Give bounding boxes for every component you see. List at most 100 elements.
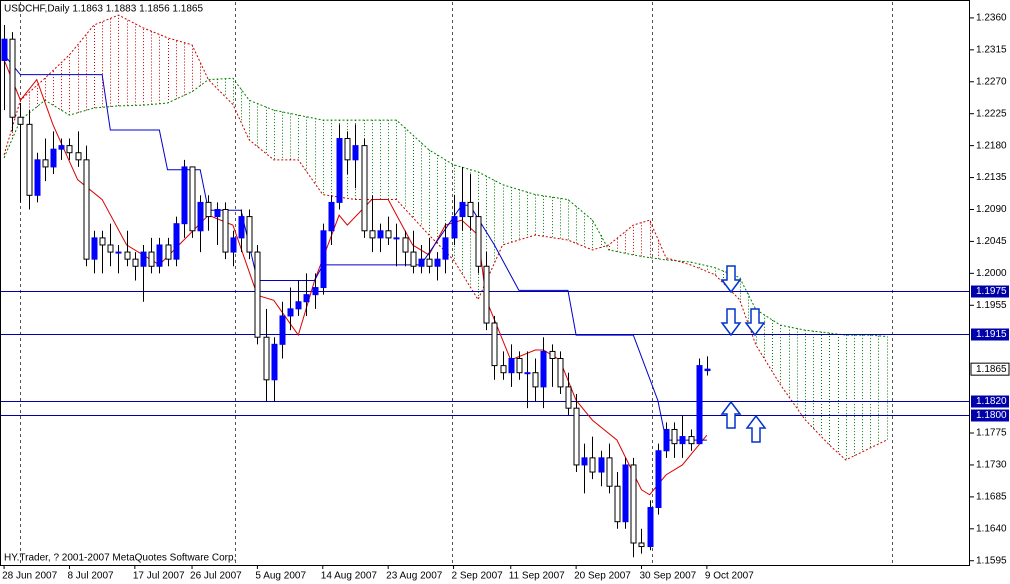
y-tick-label: 1.2315 xyxy=(976,44,1007,55)
x-tick-label: 9 Oct 2007 xyxy=(705,571,754,582)
candle-body xyxy=(459,201,466,218)
candle-body xyxy=(377,230,384,239)
candle-body xyxy=(9,38,16,118)
candle-body xyxy=(328,201,335,232)
x-tick-label: 11 Sep 2007 xyxy=(509,571,565,582)
chart-title: USDCHF,Daily 1.1863 1.1883 1.1856 1.1865 xyxy=(4,4,203,15)
up-arrow xyxy=(720,400,742,429)
candle-body xyxy=(26,123,33,196)
candle-body xyxy=(344,138,351,161)
candle-body xyxy=(287,308,294,317)
candle-body xyxy=(42,159,49,168)
candle-body xyxy=(434,258,441,267)
candle-body xyxy=(663,428,670,452)
candle-body xyxy=(540,350,547,388)
price-label: 1.1865 xyxy=(976,364,1007,375)
level-label-box xyxy=(971,285,1009,298)
y-tick-label: 1.1595 xyxy=(976,555,1007,566)
candle-body xyxy=(679,436,686,445)
candle-body xyxy=(320,230,327,289)
candle-body xyxy=(573,407,580,466)
candle-body xyxy=(34,159,41,196)
candle-body xyxy=(312,287,319,296)
candle-body xyxy=(66,145,73,154)
x-tick-label: 20 Sep 2007 xyxy=(574,571,631,582)
candle-body xyxy=(557,358,564,388)
y-tick-label: 1.2270 xyxy=(976,76,1007,87)
y-tick-label: 1.1640 xyxy=(976,523,1007,534)
candle-body xyxy=(124,251,131,260)
candle-body xyxy=(165,244,172,260)
candle-body xyxy=(222,208,229,253)
level-label-box xyxy=(971,395,1009,408)
candle-body xyxy=(132,258,139,267)
y-tick-label: 1.1685 xyxy=(976,492,1007,503)
y-tick-label: 1.2180 xyxy=(976,140,1007,151)
candle-body xyxy=(295,301,302,310)
candle-body xyxy=(246,216,253,253)
down-arrow xyxy=(720,308,742,337)
candle-body xyxy=(156,244,163,267)
candle-body xyxy=(99,237,106,246)
candle-body xyxy=(271,343,278,381)
candle-body xyxy=(467,201,474,218)
plot-frame xyxy=(0,0,970,566)
candle-body xyxy=(361,145,368,232)
candle-body xyxy=(426,258,433,267)
y-tick-label: 1.1775 xyxy=(976,428,1007,439)
x-tick-label: 2 Sep 2007 xyxy=(452,571,504,582)
level-label-box xyxy=(971,328,1009,341)
footer: HY.Trader, ? 2001-2007 MetaQuotes Softwa… xyxy=(4,553,236,564)
down-arrow xyxy=(744,308,766,337)
x-tick-label: 17 Jul 2007 xyxy=(133,571,185,582)
y-tick-label: 1.1730 xyxy=(976,460,1007,471)
candle-body xyxy=(606,457,613,487)
price-label-box xyxy=(970,362,1010,376)
candle-body xyxy=(589,457,596,473)
candle-body xyxy=(402,237,409,253)
x-tick-label: 30 Sep 2007 xyxy=(639,571,696,582)
level-label-box xyxy=(971,409,1009,422)
candle-body xyxy=(91,237,98,260)
candle-body xyxy=(647,507,654,548)
candle-body xyxy=(565,386,572,409)
level-label: 1.1800 xyxy=(976,410,1007,421)
candle-body xyxy=(115,251,122,254)
indicator-line xyxy=(3,59,708,496)
down-arrow xyxy=(720,265,742,294)
y-tick-label: 1.2225 xyxy=(976,108,1007,119)
candle-body xyxy=(83,159,90,260)
candle-body xyxy=(696,365,703,445)
candle-body xyxy=(148,251,155,267)
y-tick-label: 1.2090 xyxy=(976,204,1007,215)
candle-body xyxy=(393,237,400,240)
candle-body xyxy=(410,251,417,267)
up-arrow xyxy=(745,414,767,443)
candle-body xyxy=(303,294,310,303)
arrows xyxy=(720,265,767,443)
candle-body xyxy=(655,450,662,509)
period-separators xyxy=(20,2,893,565)
axis-layer: 1.2360 1.2315 1.2270 1.2225 1.2180 1.2135 1.20… xyxy=(2,13,1010,582)
candle-body xyxy=(17,116,24,125)
candle-body xyxy=(500,365,507,374)
candle-body xyxy=(1,38,8,61)
candle-body xyxy=(279,315,286,345)
candle-body xyxy=(704,368,711,372)
candle-body xyxy=(549,350,556,360)
candle-body xyxy=(630,464,637,544)
x-tick-label: 28 Jun 2007 xyxy=(2,571,57,582)
candle-body xyxy=(352,145,359,161)
candle-body xyxy=(385,230,392,239)
candle-body xyxy=(671,428,678,445)
x-tick-label: 8 Jul 2007 xyxy=(67,571,114,582)
candle-body xyxy=(336,138,343,203)
candle-body xyxy=(173,223,180,260)
candle-body xyxy=(263,336,270,381)
candle-body xyxy=(614,485,621,523)
candle-body xyxy=(532,372,539,388)
candle-body xyxy=(451,216,458,239)
y-tick-label: 1.2135 xyxy=(976,172,1007,183)
candle-body xyxy=(598,457,605,473)
